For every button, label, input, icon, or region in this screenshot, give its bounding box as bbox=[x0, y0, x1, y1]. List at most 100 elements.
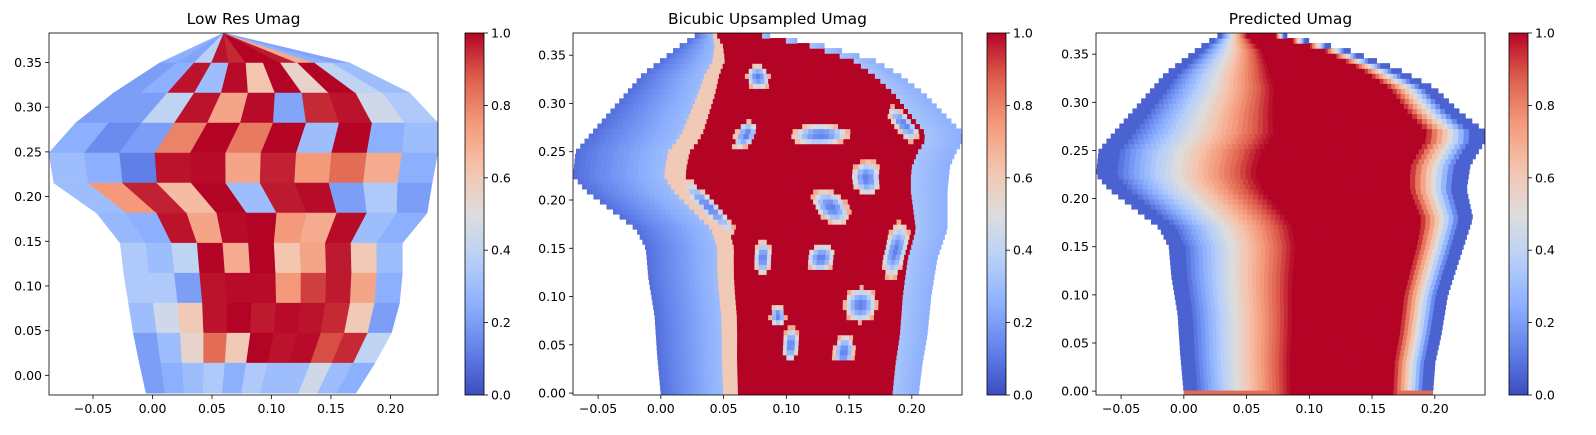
heatmap-cell bbox=[684, 198, 690, 205]
heatmap-cell bbox=[921, 309, 926, 316]
heatmap-cell bbox=[898, 339, 904, 346]
heatmap-cell bbox=[716, 309, 722, 316]
heatmap-cell bbox=[852, 379, 858, 386]
heatmap-cell bbox=[771, 299, 776, 306]
heatmap-cell bbox=[841, 88, 846, 94]
heatmap-cell bbox=[674, 198, 680, 205]
heatmap-cell bbox=[683, 354, 689, 361]
heatmap-cell bbox=[878, 203, 885, 210]
heatmap-cell bbox=[756, 329, 761, 336]
heatmap-cell bbox=[868, 68, 873, 74]
heatmap-cell bbox=[896, 93, 901, 99]
heatmap-cell bbox=[700, 379, 705, 386]
heatmap-cell bbox=[744, 93, 750, 99]
heatmap-cell bbox=[774, 359, 780, 366]
heatmap-cell bbox=[703, 229, 709, 235]
heatmap-cell bbox=[832, 269, 837, 275]
heatmap-cell bbox=[820, 88, 825, 94]
heatmap-cell bbox=[867, 143, 874, 150]
heatmap-cell bbox=[812, 364, 817, 371]
heatmap-cell bbox=[734, 168, 741, 175]
heatmap-cell bbox=[897, 113, 903, 120]
heatmap-cell bbox=[724, 88, 729, 94]
heatmap-cell bbox=[745, 63, 750, 69]
heatmap-cell bbox=[649, 183, 656, 190]
heatmap-cell bbox=[808, 108, 815, 115]
heatmap-cell bbox=[685, 53, 690, 59]
heatmap-cell bbox=[901, 304, 907, 311]
heatmap-cell bbox=[797, 83, 802, 89]
heatmap-cell bbox=[680, 359, 685, 366]
heatmap-cell bbox=[812, 254, 818, 260]
heatmap-cell bbox=[703, 203, 710, 210]
heatmap-cell bbox=[870, 254, 876, 260]
heatmap-cell bbox=[739, 168, 746, 175]
heatmap-cell bbox=[646, 178, 653, 185]
heatmap-cell bbox=[895, 289, 900, 296]
heatmap-cell bbox=[720, 68, 725, 74]
heatmap-cell bbox=[882, 113, 889, 120]
heatmap-cell bbox=[755, 68, 760, 74]
heatmap-cell bbox=[830, 389, 835, 395]
heatmap-cell bbox=[912, 374, 918, 381]
heatmap-cell bbox=[742, 259, 747, 265]
heatmap-cell bbox=[822, 324, 828, 331]
heatmap-cell bbox=[653, 168, 660, 175]
heatmap-cell bbox=[845, 254, 851, 260]
heatmap-cell bbox=[850, 304, 856, 311]
heatmap-cell bbox=[740, 224, 746, 230]
heatmap-cell bbox=[832, 108, 838, 115]
heatmap-cell bbox=[887, 254, 893, 260]
heatmap-cell bbox=[660, 208, 667, 215]
heatmap-cell bbox=[665, 103, 671, 110]
heatmap-cell bbox=[747, 48, 751, 54]
heatmap-cell bbox=[666, 93, 672, 99]
heatmap-cell bbox=[920, 118, 927, 125]
heatmap-cell bbox=[659, 239, 665, 245]
heatmap-cell bbox=[812, 374, 817, 381]
heatmap-cell bbox=[861, 208, 867, 215]
heatmap-cell bbox=[717, 274, 723, 280]
heatmap-cell bbox=[611, 118, 618, 125]
heatmap-cell bbox=[783, 289, 788, 296]
heatmap-cell bbox=[811, 289, 816, 296]
heatmap-cell bbox=[834, 379, 839, 386]
heatmap-cell bbox=[893, 108, 900, 115]
heatmap-cell bbox=[823, 289, 828, 296]
heatmap-cell bbox=[858, 214, 864, 220]
heatmap-cell bbox=[755, 148, 762, 155]
heatmap-cell bbox=[864, 244, 870, 250]
heatmap-cell bbox=[603, 128, 610, 135]
heatmap-cell bbox=[906, 163, 913, 170]
heatmap-cell bbox=[826, 93, 832, 99]
heatmap-cell bbox=[773, 53, 778, 59]
heatmap-cell bbox=[783, 324, 789, 331]
heatmap-cell bbox=[710, 344, 715, 351]
heatmap-cell bbox=[819, 274, 825, 280]
heatmap-cell bbox=[600, 173, 607, 180]
heatmap-cell bbox=[689, 68, 694, 74]
heatmap-cell bbox=[828, 98, 834, 104]
heatmap-cell bbox=[861, 364, 866, 371]
heatmap-cell bbox=[915, 224, 921, 230]
heatmap-cell bbox=[809, 148, 816, 155]
heatmap-cell bbox=[889, 349, 894, 356]
heatmap-cell bbox=[862, 309, 867, 316]
heatmap-cell bbox=[742, 254, 747, 260]
heatmap-cell bbox=[805, 244, 811, 250]
heatmap-cell bbox=[843, 239, 849, 245]
heatmap-cell bbox=[761, 93, 767, 99]
heatmap-cell bbox=[711, 118, 718, 125]
heatmap-cell bbox=[779, 259, 784, 265]
heatmap-cell bbox=[873, 354, 879, 361]
heatmap-cell bbox=[734, 103, 740, 110]
heatmap-cell bbox=[748, 349, 753, 356]
heatmap-cell bbox=[673, 309, 679, 316]
heatmap-cell bbox=[867, 379, 872, 386]
heatmap-cell bbox=[702, 53, 706, 59]
heatmap-cell bbox=[899, 88, 905, 94]
heatmap-cell bbox=[579, 158, 586, 165]
heatmap-cell bbox=[678, 324, 684, 331]
heatmap-cell bbox=[815, 384, 820, 391]
heatmap-cell bbox=[793, 83, 798, 89]
